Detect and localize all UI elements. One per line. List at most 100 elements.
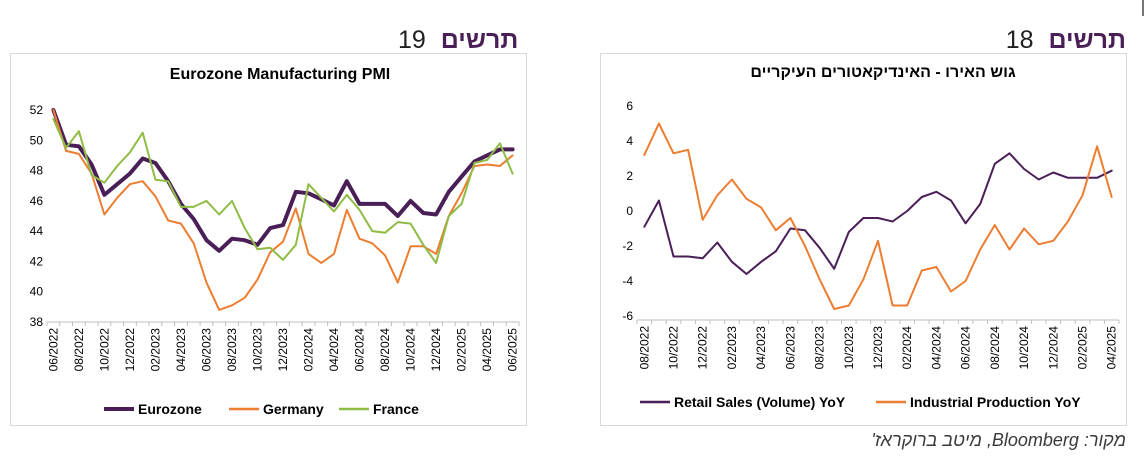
- data-point-germany: [294, 207, 297, 210]
- x-tick-label: 04/2024: [929, 326, 943, 370]
- data-point-industrial-production-yoy: [979, 248, 982, 251]
- chart-18-heading: תרשים 18: [1006, 26, 1126, 54]
- data-point-retail-sales-volume-yoy: [731, 260, 733, 263]
- data-point-france: [78, 130, 80, 132]
- data-point-retail-sales-volume-yoy: [1023, 168, 1025, 170]
- data-point-germany: [103, 213, 106, 216]
- data-point-eurozone: [269, 227, 272, 229]
- data-point-france: [154, 178, 157, 181]
- page-edge-marker: [1142, 0, 1144, 16]
- data-point-industrial-production-yoy: [833, 308, 835, 310]
- data-point-france: [384, 231, 386, 234]
- data-point-eurozone: [192, 218, 195, 220]
- data-point-industrial-production-yoy: [1037, 243, 1040, 246]
- x-tick-label: 06/2024: [353, 328, 367, 372]
- data-point-france: [65, 147, 67, 149]
- data-point-germany: [269, 251, 272, 254]
- x-tick-label: 10/2022: [97, 328, 111, 372]
- data-point-industrial-production-yoy: [994, 224, 996, 226]
- data-point-eurozone: [141, 157, 144, 160]
- data-point-retail-sales-volume-yoy: [658, 199, 660, 202]
- data-point-france: [371, 230, 374, 232]
- chart-19-heading: תרשים 19: [398, 26, 518, 54]
- data-point-industrial-production-yoy: [760, 206, 762, 209]
- data-point-france: [473, 162, 476, 164]
- x-tick-label: 06/2023: [199, 328, 213, 372]
- data-point-retail-sales-volume-yoy: [672, 255, 675, 258]
- data-point-germany: [307, 253, 310, 255]
- y-tick-label: 38: [30, 315, 44, 329]
- data-point-germany: [192, 242, 195, 245]
- x-tick-label: 10/2023: [250, 328, 264, 372]
- data-point-retail-sales-volume-yoy: [818, 246, 821, 249]
- data-point-retail-sales-volume-yoy: [701, 257, 704, 260]
- data-point-retail-sales-volume-yoy: [643, 225, 646, 228]
- x-tick-label: 12/2023: [276, 328, 290, 372]
- data-point-eurozone: [486, 154, 488, 157]
- data-point-eurozone: [448, 190, 450, 193]
- data-point-retail-sales-volume-yoy: [1096, 176, 1098, 179]
- data-point-retail-sales-volume-yoy: [964, 222, 967, 225]
- data-point-germany: [116, 197, 118, 199]
- chart-19-heading-number: 19: [398, 26, 426, 54]
- y-tick-label: 46: [30, 194, 44, 208]
- data-point-eurozone: [205, 239, 208, 242]
- data-point-industrial-production-yoy: [672, 152, 675, 155]
- data-point-industrial-production-yoy: [731, 178, 733, 181]
- data-point-eurozone: [116, 183, 118, 185]
- y-tick-label: 48: [30, 164, 44, 178]
- data-point-industrial-production-yoy: [1067, 220, 1069, 223]
- data-point-germany: [65, 150, 67, 152]
- data-point-industrial-production-yoy: [1096, 145, 1098, 148]
- data-point-eurozone: [422, 212, 425, 214]
- data-point-eurozone: [243, 239, 246, 242]
- data-point-france: [422, 243, 425, 246]
- legend-label-france: France: [373, 401, 419, 417]
- data-point-france: [205, 200, 208, 202]
- data-point-germany: [256, 278, 259, 281]
- data-point-germany: [397, 281, 399, 284]
- data-point-eurozone: [397, 215, 399, 217]
- y-tick-label: 2: [626, 169, 633, 183]
- data-point-eurozone: [384, 203, 386, 205]
- data-point-france: [397, 221, 399, 223]
- x-tick-label: 04/2024: [327, 328, 341, 372]
- data-point-retail-sales-volume-yoy: [774, 250, 777, 253]
- data-point-germany: [52, 109, 55, 111]
- series-line-industrial-production-yoy: [643, 122, 1113, 310]
- indicators-chart: גוש האירו - האינדיקאטורים העיקריים -6 -4 -2…: [622, 64, 1120, 410]
- x-tick-label: 06/2023: [783, 326, 797, 370]
- data-point-retail-sales-volume-yoy: [745, 273, 748, 275]
- data-point-eurozone: [256, 243, 259, 246]
- data-point-france: [129, 151, 131, 154]
- x-tick-label: 08/2023: [813, 326, 827, 370]
- data-point-industrial-production-yoy: [1052, 239, 1055, 242]
- data-point-retail-sales-volume-yoy: [1037, 178, 1040, 181]
- data-point-france: [409, 222, 412, 225]
- data-point-germany: [218, 309, 221, 311]
- data-point-france: [103, 181, 106, 184]
- legend-label-eurozone: Eurozone: [138, 401, 202, 417]
- chart-title: Eurozone Manufacturing PMI: [170, 66, 390, 83]
- data-point-retail-sales-volume-yoy: [950, 199, 952, 202]
- x-tick-label: 12/2022: [696, 326, 710, 370]
- data-point-germany: [180, 222, 182, 225]
- data-point-france: [307, 183, 310, 185]
- data-point-industrial-production-yoy: [862, 278, 865, 281]
- data-point-retail-sales-volume-yoy: [687, 255, 689, 258]
- data-point-eurozone: [345, 180, 348, 182]
- data-point-eurozone: [358, 203, 361, 205]
- x-tick-label: 10/2024: [1017, 326, 1031, 370]
- y-tick-label: 0: [626, 204, 633, 218]
- data-point-industrial-production-yoy: [789, 217, 792, 219]
- data-point-industrial-production-yoy: [1110, 196, 1113, 198]
- y-tick-label: 42: [30, 254, 44, 268]
- x-tick-label: 08/2024: [988, 326, 1002, 370]
- data-point-retail-sales-volume-yoy: [891, 220, 894, 223]
- x-tick-label: 02/2023: [725, 326, 739, 370]
- pmi-chart: Eurozone Manufacturing PMI 38 40 42 44 46 48 50…: [30, 66, 520, 417]
- data-point-retail-sales-volume-yoy: [862, 217, 865, 219]
- data-point-france: [192, 206, 195, 208]
- data-point-eurozone: [473, 160, 476, 163]
- data-point-retail-sales-volume-yoy: [789, 227, 792, 230]
